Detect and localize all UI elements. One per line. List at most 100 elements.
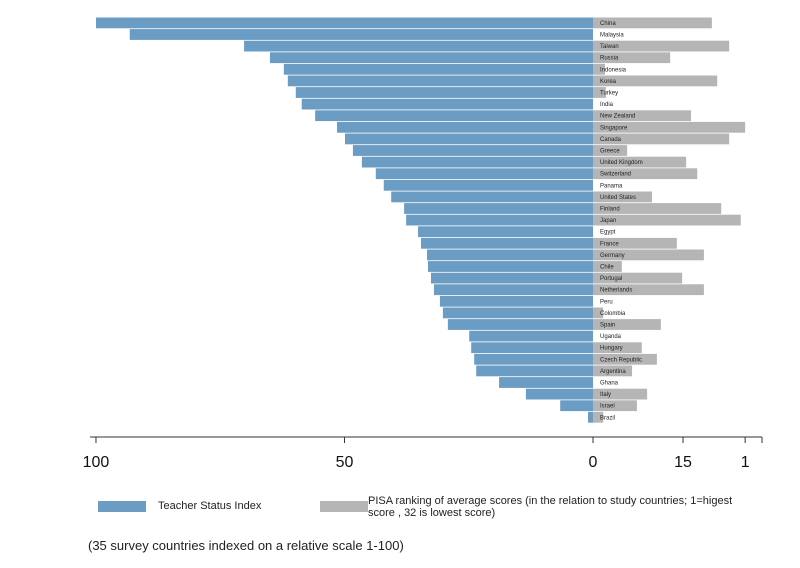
- x-tick-label: 100: [83, 454, 110, 471]
- bar: [593, 63, 605, 75]
- category-label: India: [600, 102, 614, 108]
- bar: [269, 52, 593, 64]
- category-label: Panama: [600, 183, 623, 189]
- bar: [593, 191, 652, 203]
- bar: [560, 400, 593, 412]
- category-label: United Kingdom: [600, 160, 643, 166]
- bar: [337, 121, 593, 133]
- category-label: Hungary: [600, 346, 623, 352]
- bar: [421, 237, 593, 249]
- bar: [391, 191, 593, 203]
- bar: [593, 214, 741, 226]
- legend-label: PISA ranking of average scores (in the r…: [368, 495, 733, 519]
- chart: China Malaysia Taiwan Russia Indonesia Korea T…: [83, 17, 763, 471]
- category-label: Singapore: [600, 125, 628, 131]
- bar: [430, 272, 593, 284]
- category-label: Switzerland: [600, 172, 631, 178]
- bar: [593, 40, 730, 52]
- category-label: Uganda: [600, 334, 622, 340]
- category-label: Greece: [600, 148, 620, 154]
- x2-tick-label: 1: [741, 454, 750, 471]
- bar: [593, 365, 633, 377]
- category-label: Japan: [600, 218, 616, 224]
- category-label: New Zealand: [600, 114, 635, 120]
- category-label: Argentina: [600, 369, 626, 375]
- x-tick-label: 50: [336, 454, 354, 471]
- bar: [593, 75, 718, 87]
- category-label: Colombia: [600, 311, 626, 317]
- bar: [469, 330, 593, 342]
- bar: [375, 168, 593, 180]
- bar: [244, 40, 593, 52]
- bar: [301, 98, 593, 110]
- category-label: Czech Republic: [600, 357, 642, 363]
- bar: [295, 87, 593, 98]
- bar: [593, 168, 698, 180]
- bar: [426, 249, 593, 261]
- category-label: Finland: [600, 206, 620, 212]
- bar: [593, 411, 604, 423]
- category-label: Russia: [600, 56, 619, 62]
- category-label: Turkey: [600, 90, 618, 96]
- category-label: United States: [600, 195, 636, 201]
- category-label: Canada: [600, 137, 622, 143]
- category-label: Italy: [600, 392, 611, 398]
- bar: [129, 29, 593, 40]
- bar: [404, 203, 593, 214]
- bar: [593, 87, 606, 98]
- bar: [593, 17, 712, 29]
- note: (35 survey countries indexed on a relati…: [88, 538, 404, 553]
- category-label: Egypt: [600, 230, 616, 236]
- bar: [287, 75, 593, 87]
- category-label: Portugal: [600, 276, 622, 282]
- bar: [315, 110, 593, 122]
- bar: [95, 17, 594, 29]
- category-label: Indonesia: [600, 67, 627, 73]
- bar: [474, 353, 593, 365]
- category-label: Israel: [600, 404, 615, 410]
- bar: [525, 388, 593, 400]
- bar: [593, 307, 604, 319]
- category-label: Taiwan: [600, 44, 619, 50]
- bar: [283, 63, 593, 75]
- bar: [352, 145, 593, 156]
- bar: [427, 261, 593, 272]
- bar: [593, 319, 661, 330]
- bar: [593, 261, 622, 272]
- bar: [344, 133, 593, 145]
- bar: [593, 133, 730, 145]
- bar: [588, 411, 593, 423]
- bar: [593, 388, 648, 400]
- bar: [593, 272, 683, 284]
- bar: [593, 342, 642, 354]
- bar: [593, 121, 746, 133]
- bar: [471, 342, 593, 354]
- bar: [442, 307, 593, 319]
- category-label: Ghana: [600, 380, 619, 386]
- legend-swatch: [320, 501, 368, 512]
- category-label: France: [600, 241, 619, 247]
- x-tick-label: 0: [589, 454, 598, 471]
- legend-swatch: [98, 501, 146, 512]
- bar: [476, 365, 593, 377]
- bar: [593, 400, 637, 412]
- bar: [383, 179, 593, 191]
- bar: [593, 52, 671, 64]
- legend-label: Teacher Status Index: [158, 500, 262, 512]
- bar: [361, 156, 593, 168]
- category-label: Germany: [600, 253, 625, 259]
- bar: [433, 284, 593, 296]
- bar: [406, 214, 593, 226]
- bar: [593, 237, 677, 249]
- category-label: Korea: [600, 79, 617, 85]
- category-label: Spain: [600, 322, 615, 328]
- bar: [499, 377, 593, 388]
- bar: [593, 110, 692, 122]
- category-label: Peru: [600, 299, 613, 305]
- bar: [447, 319, 593, 330]
- bar: [593, 353, 657, 365]
- bar: [593, 156, 687, 168]
- category-label: Brazil: [600, 415, 615, 421]
- x2-tick-label: 15: [674, 454, 692, 471]
